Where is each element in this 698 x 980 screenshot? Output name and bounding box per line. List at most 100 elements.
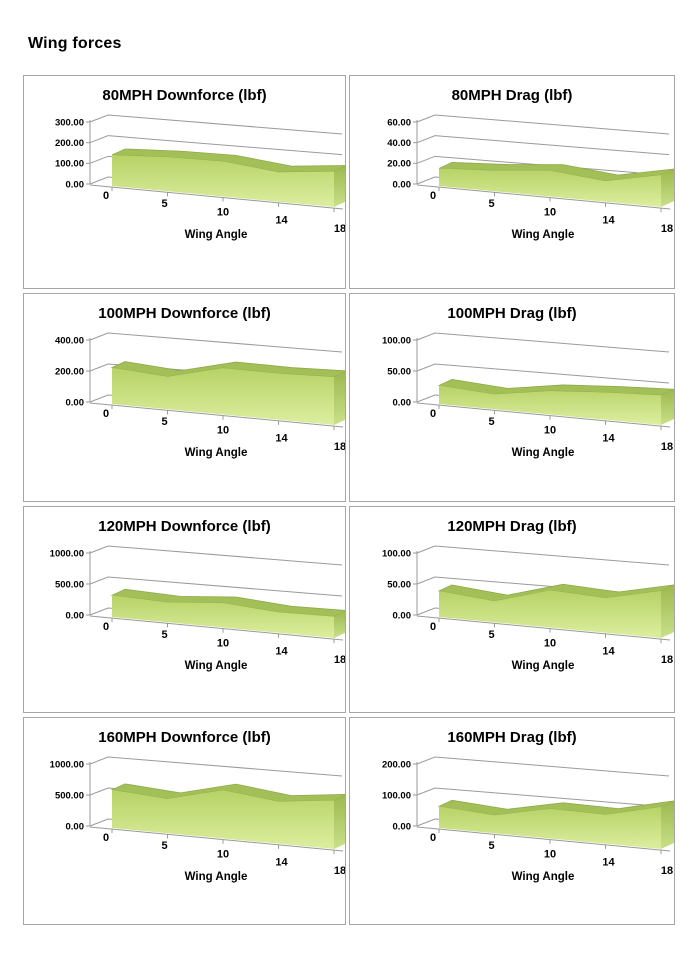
svg-text:0.00: 0.00: [66, 397, 85, 408]
svg-text:0.00: 0.00: [392, 179, 411, 190]
svg-text:500.00: 500.00: [55, 790, 84, 801]
svg-text:Wing Angle: Wing Angle: [511, 871, 574, 883]
svg-text:0.00: 0.00: [66, 179, 85, 190]
chart-100mph-drag: 100MPH Drag (lbf) 0.00 50.00 100.00 0 5 10 14 1…: [349, 293, 675, 502]
svg-text:5: 5: [161, 198, 167, 210]
svg-text:5: 5: [488, 840, 494, 852]
chart-160mph-drag: 160MPH Drag (lbf) 0.00 100.00 200.00 0 5 10 14…: [349, 717, 675, 925]
svg-text:5: 5: [488, 198, 494, 210]
svg-text:5: 5: [161, 840, 167, 852]
svg-text:0.00: 0.00: [66, 610, 85, 621]
svg-text:Wing Angle: Wing Angle: [511, 447, 574, 459]
svg-text:Wing Angle: Wing Angle: [185, 660, 248, 672]
svg-text:18: 18: [334, 654, 346, 666]
svg-text:0.00: 0.00: [392, 610, 411, 621]
svg-text:18: 18: [334, 865, 346, 877]
svg-text:1000.00: 1000.00: [50, 548, 84, 559]
chart-title: 160MPH Drag (lbf): [447, 729, 577, 746]
svg-text:18: 18: [660, 865, 672, 877]
svg-text:0: 0: [103, 621, 109, 633]
svg-text:100.00: 100.00: [381, 548, 410, 559]
svg-text:18: 18: [660, 223, 672, 235]
svg-text:300.00: 300.00: [55, 117, 84, 128]
area-chart-canvas: 0.00 50.00 100.00 0 5 10 14 18 Wing Angle: [381, 332, 674, 459]
chart-title: 160MPH Downforce (lbf): [98, 729, 271, 746]
svg-text:Wing Angle: Wing Angle: [185, 871, 248, 883]
svg-text:1000.00: 1000.00: [50, 759, 84, 770]
chart-title: 120MPH Drag (lbf): [447, 518, 577, 535]
chart-120mph-drag: 120MPH Drag (lbf) 0.00 50.00 100.00 0 5 10 14 1…: [349, 506, 675, 713]
svg-text:60.00: 60.00: [387, 117, 411, 128]
svg-text:0: 0: [103, 832, 109, 844]
chart-100mph-downforce: 100MPH Downforce (lbf) 0.00 200.00 400.00 0…: [23, 293, 346, 502]
svg-text:0: 0: [103, 190, 109, 202]
svg-text:40.00: 40.00: [387, 138, 411, 149]
svg-text:100.00: 100.00: [55, 159, 84, 170]
page-title: Wing forces: [28, 34, 122, 52]
svg-text:18: 18: [660, 654, 672, 666]
svg-text:Wing Angle: Wing Angle: [185, 447, 248, 459]
svg-text:100.00: 100.00: [381, 335, 410, 346]
svg-text:14: 14: [275, 857, 288, 869]
svg-text:14: 14: [602, 646, 615, 658]
chart-80mph-downforce: 80MPH Downforce (lbf) 0.00 100.00 200.00 30…: [23, 75, 346, 289]
svg-text:10: 10: [543, 848, 555, 860]
area-chart-canvas: 0.00 100.00 200.00 0 5 10 14 18 Wing Angle: [381, 756, 674, 883]
svg-text:5: 5: [488, 416, 494, 428]
svg-text:0: 0: [429, 190, 435, 202]
svg-text:18: 18: [334, 223, 346, 235]
svg-text:10: 10: [543, 206, 555, 218]
svg-text:200.00: 200.00: [55, 366, 84, 377]
svg-text:0.00: 0.00: [392, 397, 411, 408]
svg-text:10: 10: [217, 424, 229, 436]
svg-text:500.00: 500.00: [55, 579, 84, 590]
svg-text:5: 5: [161, 416, 167, 428]
svg-text:10: 10: [543, 637, 555, 649]
svg-text:50.00: 50.00: [387, 579, 411, 590]
svg-text:Wing Angle: Wing Angle: [511, 229, 574, 241]
chart-title: 120MPH Downforce (lbf): [98, 518, 271, 535]
chart-120mph-downforce: 120MPH Downforce (lbf) 0.00 500.00 1000.00…: [23, 506, 346, 713]
chart-title: 80MPH Downforce (lbf): [102, 87, 267, 104]
svg-text:Wing Angle: Wing Angle: [185, 229, 248, 241]
svg-text:200.00: 200.00: [381, 759, 410, 770]
svg-text:18: 18: [660, 441, 672, 453]
chart-160mph-downforce: 160MPH Downforce (lbf) 0.00 500.00 1000.00…: [23, 717, 346, 925]
area-chart-canvas: 0.00 500.00 1000.00 0 5 10 14 18 Wing Angle: [50, 756, 346, 883]
svg-text:5: 5: [488, 629, 494, 641]
chart-title: 80MPH Drag (lbf): [451, 87, 573, 104]
svg-text:10: 10: [217, 206, 229, 218]
chart-grid: 80MPH Downforce (lbf) 0.00 100.00 200.00 30…: [23, 75, 675, 925]
svg-text:0: 0: [103, 408, 109, 420]
svg-text:5: 5: [161, 629, 167, 641]
chart-title: 100MPH Downforce (lbf): [98, 305, 271, 322]
svg-text:Wing Angle: Wing Angle: [511, 660, 574, 672]
svg-text:100.00: 100.00: [381, 790, 410, 801]
chart-title: 100MPH Drag (lbf): [447, 305, 577, 322]
svg-text:0.00: 0.00: [66, 821, 85, 832]
svg-text:14: 14: [275, 433, 288, 445]
area-chart-canvas: 0.00 100.00 200.00 300.00 0 5 10 14 18 Wing Angle: [55, 114, 346, 241]
area-chart-canvas: 0.00 20.00 40.00 60.00 0 5 10 14 18 Wing Angle: [387, 114, 674, 241]
svg-text:400.00: 400.00: [55, 335, 84, 346]
svg-text:10: 10: [217, 637, 229, 649]
area-chart-canvas: 0.00 500.00 1000.00 0 5 10 14 18 Wing Angle: [50, 545, 346, 672]
svg-text:200.00: 200.00: [55, 138, 84, 149]
svg-text:0: 0: [429, 621, 435, 633]
svg-text:14: 14: [602, 857, 615, 869]
chart-80mph-drag: 80MPH Drag (lbf) 0.00 20.00 40.00 60.00 0 5 10…: [349, 75, 675, 289]
svg-text:20.00: 20.00: [387, 159, 411, 170]
svg-text:14: 14: [275, 215, 288, 227]
area-chart-canvas: 0.00 50.00 100.00 0 5 10 14 18 Wing Angle: [381, 545, 674, 672]
svg-text:0: 0: [429, 408, 435, 420]
svg-text:50.00: 50.00: [387, 366, 411, 377]
area-chart-canvas: 0.00 200.00 400.00 0 5 10 14 18 Wing Angle: [55, 332, 346, 459]
svg-text:0: 0: [429, 832, 435, 844]
svg-text:10: 10: [543, 424, 555, 436]
svg-text:14: 14: [275, 646, 288, 658]
svg-text:14: 14: [602, 215, 615, 227]
svg-text:14: 14: [602, 433, 615, 445]
svg-text:0.00: 0.00: [392, 821, 411, 832]
svg-text:10: 10: [217, 848, 229, 860]
svg-text:18: 18: [334, 441, 346, 453]
